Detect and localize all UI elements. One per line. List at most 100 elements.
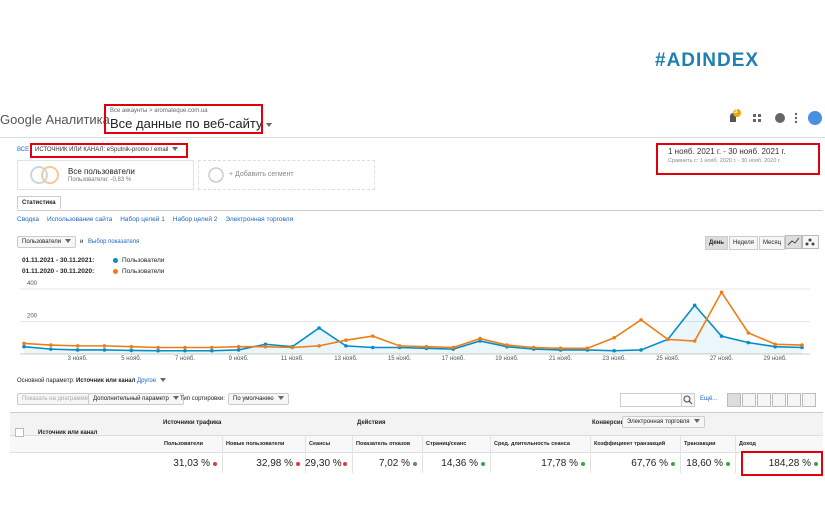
data-point (800, 343, 804, 347)
report-link[interactable]: Сводка (17, 216, 39, 223)
data-table: Источник или канал Источники трафика Дей… (10, 412, 823, 473)
data-point (719, 290, 724, 295)
search-button[interactable] (681, 393, 695, 407)
sort-label: Тип сортировки: (180, 396, 225, 402)
tab[interactable]: Статистика (17, 196, 61, 209)
sort-select[interactable]: По умолчанию (228, 393, 289, 405)
x-tick-label: 5 нояб. (121, 356, 141, 362)
menu-icon[interactable] (794, 112, 798, 124)
product-name: Google Аналитика (0, 112, 110, 127)
cell-value: 7,02 % (378, 458, 410, 469)
report-link[interactable]: Набор целей 2 (172, 216, 218, 223)
series-line (23, 290, 803, 350)
data-point (317, 344, 321, 348)
plot-rows[interactable]: Показать на диаграмме (17, 393, 94, 405)
data-point (639, 348, 643, 352)
data-point (773, 342, 777, 347)
x-tick-label: 17 нояб. (442, 356, 466, 362)
data-point (692, 303, 697, 308)
conversions-select[interactable]: Электронная торговля (622, 416, 705, 428)
dimension-header: Источник или канал (38, 430, 98, 436)
column-header[interactable]: Коэффициент транзакций (594, 441, 666, 447)
date-range[interactable]: 1 нояб. 2021 г. - 30 нояб. 2021 г. (668, 147, 786, 156)
metric-select[interactable]: Пользователи (17, 236, 77, 248)
segment-title: Все пользователи (68, 167, 135, 176)
segment-icon (30, 166, 59, 184)
column-header[interactable]: Сред. длительность сеанса (494, 441, 570, 447)
legend-period: 01.11.2021 - 30.11.2021: (22, 257, 95, 264)
column-header[interactable]: Показатель отказов (356, 441, 411, 447)
report-link[interactable]: Электронная торговля (225, 216, 294, 223)
change-indicator (481, 462, 485, 466)
view-selector[interactable]: Все данные по веб-сайту (110, 116, 272, 131)
data-point (236, 344, 241, 349)
data-point (129, 344, 134, 349)
select-metric[interactable]: Выбор показателя (88, 239, 140, 245)
highlight (656, 143, 820, 175)
segment-subtitle: Пользователи: -0,83 % (68, 177, 132, 183)
column-header[interactable]: Доход (739, 441, 756, 447)
badge (733, 109, 741, 117)
segment-card[interactable]: Все пользователи Пользователи: -0,83 % (17, 160, 194, 190)
column-header[interactable]: Пользователи (164, 441, 204, 447)
data-point (22, 344, 26, 349)
data-point (183, 345, 187, 350)
x-tick-label: 29 нояб. (764, 356, 788, 362)
data-point (129, 348, 134, 353)
column-header[interactable]: Транзакции (684, 441, 716, 447)
dimension-value[interactable]: Источник или канал (76, 378, 136, 384)
apps-icon[interactable] (753, 114, 761, 122)
legend-period: 01.11.2020 - 30.11.2020: (22, 268, 95, 275)
more-link[interactable]: Ещё... (700, 396, 718, 402)
column-header[interactable]: Страниц/сеанс (426, 441, 467, 447)
add-segment-label: + Добавить сегмент (229, 171, 294, 178)
change-indicator (296, 462, 300, 466)
data-point (75, 344, 80, 348)
chart-type-buttons[interactable] (785, 235, 820, 249)
data-point (639, 318, 643, 322)
help-icon[interactable] (775, 113, 785, 123)
data-point (612, 335, 617, 340)
add-segment[interactable]: + Добавить сегмент (198, 160, 375, 190)
column-header[interactable]: Сеансы (309, 441, 331, 447)
change-indicator (726, 462, 730, 466)
data-point (344, 338, 348, 342)
select-all-checkbox[interactable] (15, 428, 24, 437)
view-buttons[interactable] (727, 393, 817, 407)
data-point (370, 345, 375, 350)
group-header: Конверсии (592, 420, 625, 426)
granularity-button[interactable]: Неделя (729, 236, 758, 250)
column-header[interactable]: Новые пользователи (226, 441, 285, 447)
data-point (719, 334, 724, 338)
report-link[interactable]: Использование сайта (46, 216, 113, 223)
dimension-other[interactable]: Другое (137, 378, 166, 384)
column-divider (422, 435, 423, 473)
dimension-label: Основной параметр: (17, 378, 75, 384)
segment-filter[interactable]: ИСТОЧНИК ИЛИ КАНАЛ: eSputnik-promo / ema… (35, 147, 178, 153)
x-tick-label: 25 нояб. (656, 356, 680, 362)
y-tick-label: 200 (27, 314, 38, 320)
notification-count: 3 (734, 109, 738, 115)
report-link[interactable]: Набор целей 1 (120, 216, 165, 223)
search-box[interactable] (620, 393, 682, 407)
granularity-button[interactable]: Месяц (758, 236, 786, 250)
account-path[interactable]: Все аккаунты > aromateque.com.ua (110, 108, 208, 114)
cell-value: 184,28 % (768, 458, 811, 469)
x-tick-label: 13 нояб. (334, 356, 358, 362)
data-point (451, 345, 456, 350)
column-divider (490, 435, 491, 473)
legend-label: Пользователи (122, 268, 165, 275)
change-indicator (413, 462, 417, 466)
secondary-dimension[interactable]: Дополнительный параметр (88, 393, 184, 405)
change-indicator (343, 462, 347, 466)
granularity-button[interactable]: День (705, 236, 728, 250)
avatar[interactable] (808, 111, 822, 125)
segment-all[interactable]: ВСЕ (17, 147, 30, 153)
x-tick-label: 11 нояб. (281, 356, 304, 362)
cell-value: 29,30 % (305, 458, 342, 469)
data-point (531, 345, 536, 350)
divider (17, 210, 823, 211)
change-indicator (671, 462, 675, 466)
x-tick-label: 19 нояб. (495, 356, 519, 362)
